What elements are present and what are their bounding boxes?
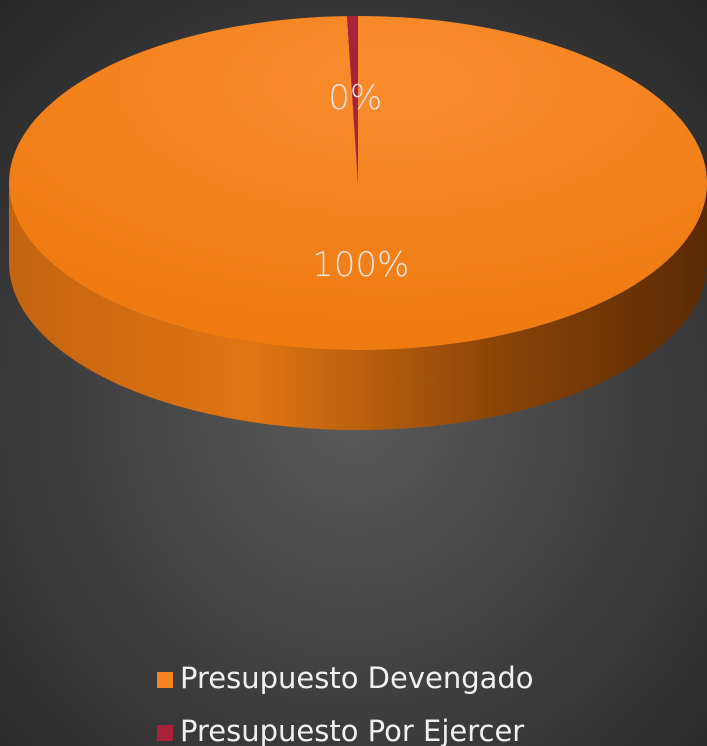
legend-label: Presupuesto Por Ejercer — [180, 714, 524, 746]
data-label: 0% — [328, 78, 382, 118]
pie-slice — [9, 16, 707, 350]
legend-label: Presupuesto Devengado — [180, 661, 534, 695]
legend-swatch — [157, 725, 173, 741]
legend-swatch — [157, 672, 173, 688]
pie-side — [9, 183, 707, 430]
pie-slice — [347, 16, 358, 183]
pie: 100% 0% — [9, 16, 707, 430]
legend: Presupuesto Devengado Presupuesto Por Eje… — [157, 661, 534, 746]
data-label: 100% — [312, 245, 409, 285]
